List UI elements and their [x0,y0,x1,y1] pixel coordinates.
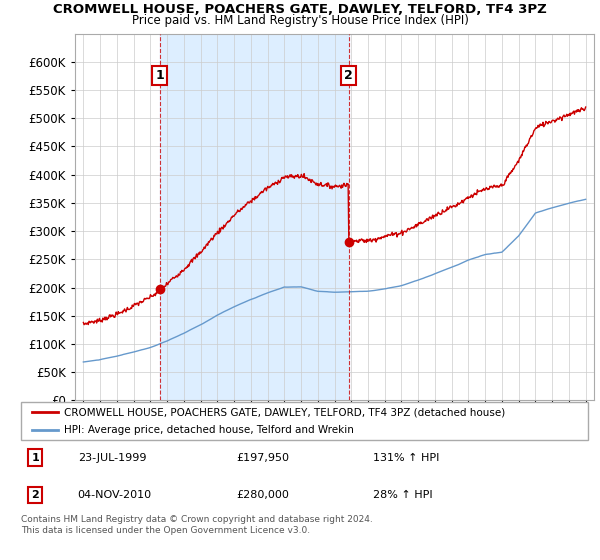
Text: 1: 1 [31,453,39,463]
Text: 2: 2 [31,490,39,500]
Text: 23-JUL-1999: 23-JUL-1999 [78,453,146,463]
Text: 28% ↑ HPI: 28% ↑ HPI [373,490,432,500]
Text: CROMWELL HOUSE, POACHERS GATE, DAWLEY, TELFORD, TF4 3PZ: CROMWELL HOUSE, POACHERS GATE, DAWLEY, T… [53,3,547,16]
Text: £197,950: £197,950 [236,453,289,463]
Text: Contains HM Land Registry data © Crown copyright and database right 2024.
This d: Contains HM Land Registry data © Crown c… [21,515,373,535]
Bar [160,34,349,400]
Text: 04-NOV-2010: 04-NOV-2010 [78,490,152,500]
Text: 2: 2 [344,69,353,82]
Text: CROMWELL HOUSE, POACHERS GATE, DAWLEY, TELFORD, TF4 3PZ (detached house): CROMWELL HOUSE, POACHERS GATE, DAWLEY, T… [64,407,505,417]
Text: Price paid vs. HM Land Registry's House Price Index (HPI): Price paid vs. HM Land Registry's House … [131,14,469,27]
FancyBboxPatch shape [21,402,588,440]
Text: HPI: Average price, detached house, Telford and Wrekin: HPI: Average price, detached house, Telf… [64,425,353,435]
Text: 1: 1 [155,69,164,82]
Text: £280,000: £280,000 [236,490,289,500]
Text: 131% ↑ HPI: 131% ↑ HPI [373,453,439,463]
